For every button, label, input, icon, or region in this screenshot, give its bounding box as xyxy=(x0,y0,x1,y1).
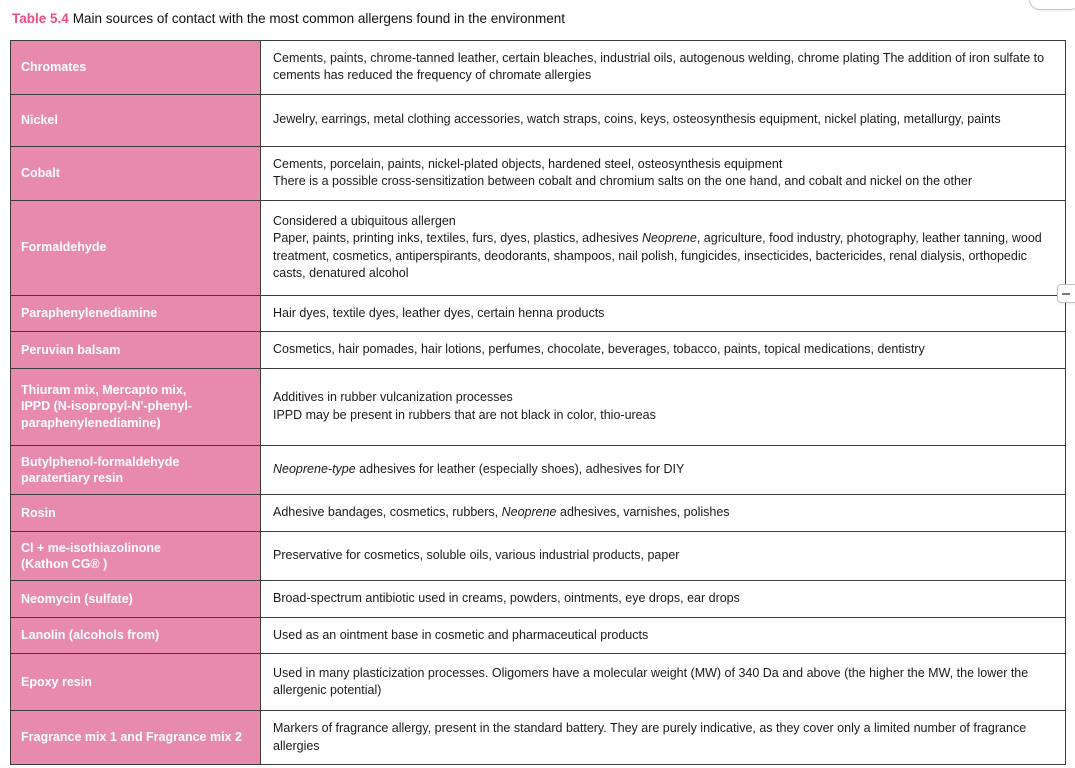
source-paragraph: Cosmetics, hair pomades, hair lotions, p… xyxy=(273,341,1053,359)
source-text-italic: Neoprene-type xyxy=(273,462,356,477)
allergen-name-cell: Butylphenol-formaldehyde paratertiary re… xyxy=(10,444,261,496)
source-text: Considered a ubiquitous allergen xyxy=(273,213,456,228)
allergen-sources-cell: Used as an ointment base in cosmetic and… xyxy=(260,616,1066,655)
partial-overlay-button[interactable] xyxy=(1057,284,1075,303)
allergen-sources-cell: Hair dyes, textile dyes, leather dyes, c… xyxy=(260,294,1066,333)
allergen-name-cell: Lanolin (alcohols from) xyxy=(10,616,261,655)
source-text: Used in many plasticization processes. O… xyxy=(273,665,1029,698)
source-paragraph: There is a possible cross-sensitization … xyxy=(273,173,1053,191)
table-row: Thiuram mix, Mercapto mix, IPPD (N-isopr… xyxy=(10,367,1066,446)
table-row: Rosin Adhesive bandages, cosmetics, rubbe… xyxy=(10,494,1066,532)
source-text-italic: Neoprene xyxy=(501,505,557,520)
table-row: Fragrance mix 1 and Fragrance mix 2 Marke… xyxy=(10,710,1066,766)
source-paragraph: Additives in rubber vulcanization proces… xyxy=(273,389,1053,407)
table-row: Cobalt Cements, porcelain, paints, nickel… xyxy=(10,145,1066,201)
allergen-name-cell: Thiuram mix, Mercapto mix, IPPD (N-isopr… xyxy=(10,367,261,446)
allergen-sources-cell: Markers of fragrance allergy, present in… xyxy=(260,710,1066,766)
table-row: Lanolin (alcohols from) Used as an ointme… xyxy=(10,616,1066,655)
allergen-sources-cell: Broad-spectrum antibiotic used in creams… xyxy=(260,580,1066,618)
source-text: Additives in rubber vulcanization proces… xyxy=(273,390,513,405)
source-text: Jewelry, earrings, metal clothing access… xyxy=(273,112,1001,127)
allergen-table: Chromates Cements, paints, chrome-tanned … xyxy=(10,39,1066,766)
allergen-name-cell: Paraphenylenediamine xyxy=(10,294,261,333)
source-paragraph: Jewelry, earrings, metal clothing access… xyxy=(273,111,1053,129)
table-row: Paraphenylenediamine Hair dyes, textile d… xyxy=(10,294,1066,333)
source-paragraph: Cements, paints, chrome-tanned leather, … xyxy=(273,50,1053,85)
source-paragraph: Paper, paints, printing inks, textiles, … xyxy=(273,230,1053,283)
allergen-name-cell: Cl + me-isothiazolinone (Kathon CG® ) xyxy=(10,530,261,582)
source-paragraph: Used as an ointment base in cosmetic and… xyxy=(273,627,1053,645)
table-caption-label: Table 5.4 xyxy=(12,11,69,26)
source-paragraph: Markers of fragrance allergy, present in… xyxy=(273,720,1053,755)
source-text: Markers of fragrance allergy, present in… xyxy=(273,721,1027,753)
source-text: Used as an ointment base in cosmetic and… xyxy=(273,627,649,642)
source-paragraph: Broad-spectrum antibiotic used in creams… xyxy=(273,590,1053,608)
source-paragraph: IPPD may be present in rubbers that are … xyxy=(273,407,1053,425)
table-row: Peruvian balsam Cosmetics, hair pomades, … xyxy=(10,331,1066,369)
allergen-name-cell: Epoxy resin xyxy=(10,653,261,712)
source-text: Cosmetics, hair pomades, hair lotions, p… xyxy=(273,342,925,357)
allergen-sources-cell: Cements, paints, chrome-tanned leather, … xyxy=(260,39,1066,95)
source-text: , agriculture, food industry, photograph… xyxy=(273,231,1042,281)
source-paragraph: Adhesive bandages, cosmetics, rubbers, N… xyxy=(273,504,1053,522)
source-text: adhesives, varnishes, polishes xyxy=(556,505,730,520)
allergen-name-cell: Neomycin (sulfate) xyxy=(10,580,261,618)
allergen-name-cell: Nickel xyxy=(10,93,261,147)
allergen-sources-cell: Used in many plasticization processes. O… xyxy=(260,653,1066,712)
allergen-sources-cell: Adhesive bandages, cosmetics, rubbers, N… xyxy=(260,494,1066,532)
source-text: IPPD may be present in rubbers that are … xyxy=(273,407,656,422)
source-text: Preservative for cosmetics, soluble oils… xyxy=(273,548,680,563)
source-text: Broad-spectrum antibiotic used in creams… xyxy=(273,591,740,606)
table-row: Butylphenol-formaldehyde paratertiary re… xyxy=(10,444,1066,496)
source-text: Cements, paints, chrome-tanned leather, … xyxy=(273,50,1045,83)
allergen-sources-cell: Considered a ubiquitous allergen Paper, p… xyxy=(260,199,1066,296)
source-text-italic: Neoprene xyxy=(641,231,697,246)
table-row: Neomycin (sulfate) Broad-spectrum antibio… xyxy=(10,580,1066,618)
table-row: Chromates Cements, paints, chrome-tanned … xyxy=(10,39,1066,95)
allergen-sources-cell: Additives in rubber vulcanization proces… xyxy=(260,367,1066,446)
allergen-table-body: Chromates Cements, paints, chrome-tanned … xyxy=(10,39,1066,766)
table-caption-text: Main sources of contact with the most co… xyxy=(72,11,566,26)
table-row: Nickel Jewelry, earrings, metal clothing … xyxy=(10,93,1066,147)
allergen-sources-cell: Cements, porcelain, paints, nickel-plate… xyxy=(260,145,1066,201)
source-paragraph: Considered a ubiquitous allergen xyxy=(273,213,1053,231)
source-paragraph: Cements, porcelain, paints, nickel-plate… xyxy=(273,156,1053,174)
source-text: Paper, paints, printing inks, textiles, … xyxy=(273,231,642,246)
allergen-sources-cell: Preservative for cosmetics, soluble oils… xyxy=(260,530,1066,582)
source-paragraph: Neoprene-type adhesives for leather (esp… xyxy=(273,461,1053,479)
allergen-sources-cell: Neoprene-type adhesives for leather (esp… xyxy=(260,444,1066,496)
allergen-name-cell: Chromates xyxy=(10,39,261,95)
table-caption: Table 5.4 Main sources of contact with th… xyxy=(12,10,1066,28)
allergen-sources-cell: Cosmetics, hair pomades, hair lotions, p… xyxy=(260,331,1066,369)
source-paragraph: Used in many plasticization processes. O… xyxy=(273,665,1053,700)
source-paragraph: Preservative for cosmetics, soluble oils… xyxy=(273,547,1053,565)
source-text: Cements, porcelain, paints, nickel-plate… xyxy=(273,156,783,171)
allergen-name-cell: Peruvian balsam xyxy=(10,331,261,369)
source-text: Adhesive bandages, cosmetics, rubbers, xyxy=(273,505,502,520)
partial-overlay-pill[interactable] xyxy=(1029,0,1075,10)
allergen-name-cell: Rosin xyxy=(10,494,261,532)
source-text: Hair dyes, textile dyes, leather dyes, c… xyxy=(273,305,605,320)
table-row: Formaldehyde Considered a ubiquitous alle… xyxy=(10,199,1066,296)
allergen-sources-cell: Jewelry, earrings, metal clothing access… xyxy=(260,93,1066,147)
source-text: adhesives for leather (especially shoes)… xyxy=(355,462,685,477)
table-row: Cl + me-isothiazolinone (Kathon CG® ) Pre… xyxy=(10,530,1066,582)
source-paragraph: Hair dyes, textile dyes, leather dyes, c… xyxy=(273,305,1053,323)
source-text: There is a possible cross-sensitization … xyxy=(273,174,973,189)
allergen-name-cell: Fragrance mix 1 and Fragrance mix 2 xyxy=(10,710,261,766)
table-row: Epoxy resin Used in many plasticization p… xyxy=(10,653,1066,712)
minimize-icon xyxy=(1062,292,1070,295)
allergen-name-cell: Cobalt xyxy=(10,145,261,201)
allergen-name-cell: Formaldehyde xyxy=(10,199,261,296)
